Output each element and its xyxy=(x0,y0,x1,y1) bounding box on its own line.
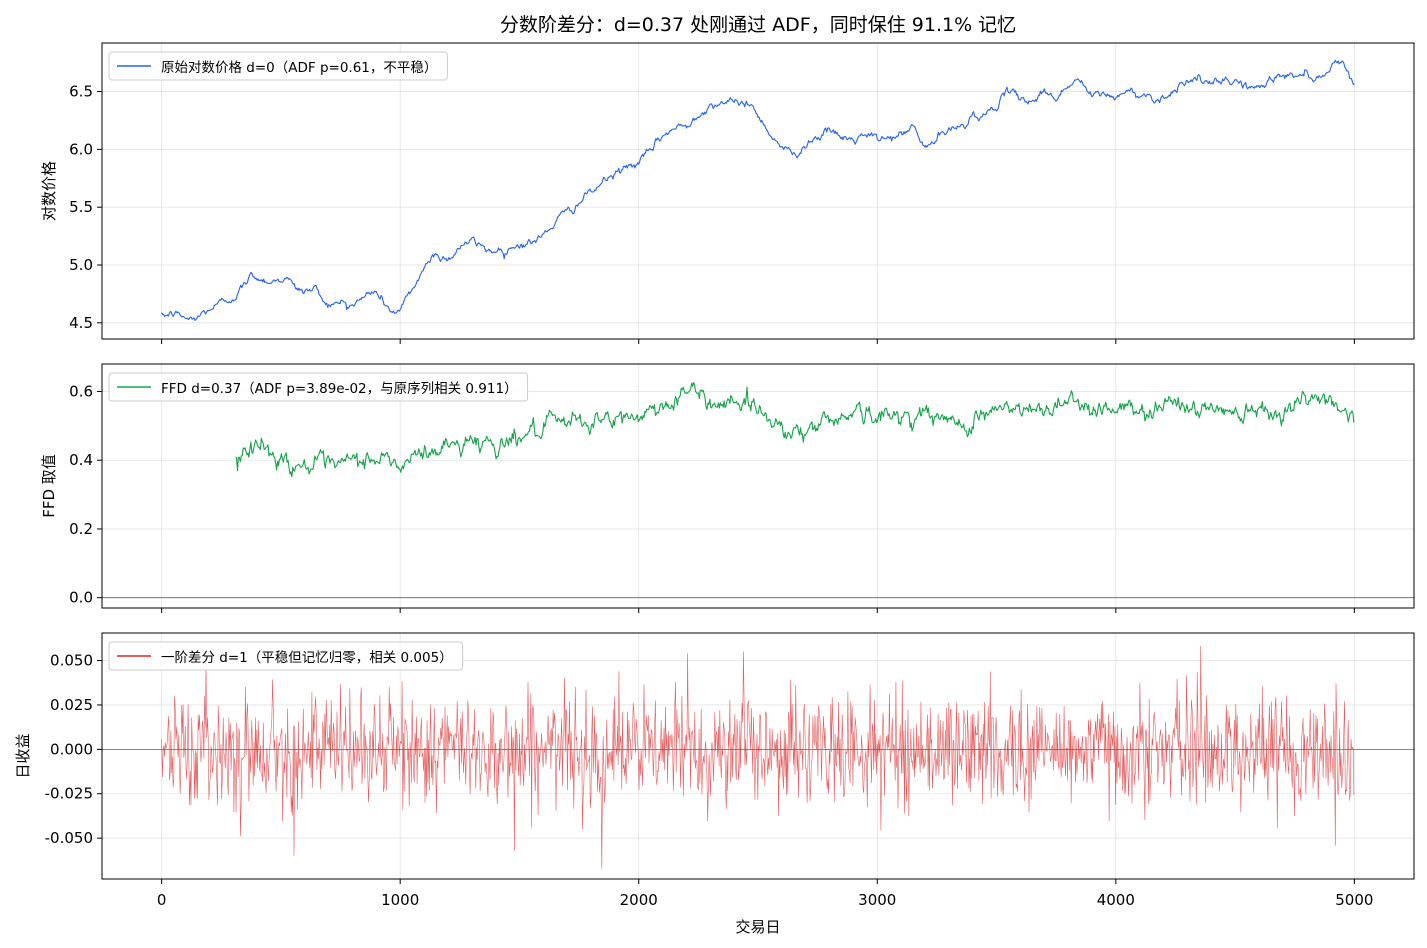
series-line xyxy=(161,646,1355,869)
y-tick-label: 4.5 xyxy=(69,314,93,332)
x-tick-label: 1000 xyxy=(381,891,419,909)
y-tick-label: 6.5 xyxy=(69,83,93,101)
y-tick-label: 5.0 xyxy=(69,256,93,274)
axes-frame xyxy=(101,363,1415,609)
y-tick-label: -0.050 xyxy=(45,829,93,847)
legend: FFD d=0.37（ADF p=3.89e-02，与原序列相关 0.911） xyxy=(108,372,529,402)
legend-label: 一阶差分 d=1（平稳但记忆归零，相关 0.005） xyxy=(161,649,453,666)
x-tick-label: 0 xyxy=(157,891,167,909)
y-tick-label: 0.025 xyxy=(50,696,93,714)
y-tick-label: 0.4 xyxy=(69,451,93,469)
x-tick-label: 4000 xyxy=(1097,891,1135,909)
y-axis-label: FFD 取值 xyxy=(40,454,58,518)
figure-title: 分数阶差分：d=0.37 处刚通过 ADF，同时保住 91.1% 记忆 xyxy=(500,14,1016,36)
legend-label: FFD d=0.37（ADF p=3.89e-02，与原序列相关 0.911） xyxy=(161,381,518,397)
panel-2: 0.0 0.2 0.4 0.6 FFD 取值 FFD d=0.37（ADF p=3.89e… xyxy=(40,363,1415,613)
axes-frame xyxy=(101,42,1415,340)
y-tick-label: -0.025 xyxy=(45,785,93,803)
y-tick-label: 0.2 xyxy=(69,520,93,538)
legend: 原始对数价格 d=0（ADF p=0.61，不平稳） xyxy=(108,51,448,81)
x-tick-label: 3000 xyxy=(858,891,896,909)
series-line xyxy=(235,381,1355,478)
y-tick-label: 0.050 xyxy=(50,652,93,670)
legend-box xyxy=(108,372,529,402)
y-tick-label: 6.0 xyxy=(69,140,93,158)
y-axis-label: 对数价格 xyxy=(40,161,58,221)
series-line xyxy=(161,59,1355,321)
panel-3: 0 1000 2000 3000 4000 5000 0.050 0.025 0.000 -0.0… xyxy=(14,632,1415,909)
legend-box xyxy=(108,641,464,671)
y-tick-label: 5.5 xyxy=(69,198,93,216)
legend: 一阶差分 d=1（平稳但记忆归零，相关 0.005） xyxy=(108,641,464,671)
legend-label: 原始对数价格 d=0（ADF p=0.61，不平稳） xyxy=(161,60,437,76)
y-axis-label: 日收益 xyxy=(14,733,32,778)
x-axis-label: 交易日 xyxy=(735,918,780,936)
x-tick-label: 5000 xyxy=(1335,891,1373,909)
chart-panels: 4.5 5.0 5.5 6.0 6.5 对数价格 原始对数价格 d=0（ADF p=0.61… xyxy=(14,42,1415,909)
y-tick-label: 0.0 xyxy=(69,589,93,607)
panel-1: 4.5 5.0 5.5 6.0 6.5 对数价格 原始对数价格 d=0（ADF p=0.61… xyxy=(40,42,1415,344)
x-tick-label: 2000 xyxy=(620,891,658,909)
y-tick-label: 0.6 xyxy=(69,382,93,400)
y-tick-label: 0.000 xyxy=(50,740,93,758)
legend-box xyxy=(108,51,448,81)
axes-frame xyxy=(101,632,1415,880)
